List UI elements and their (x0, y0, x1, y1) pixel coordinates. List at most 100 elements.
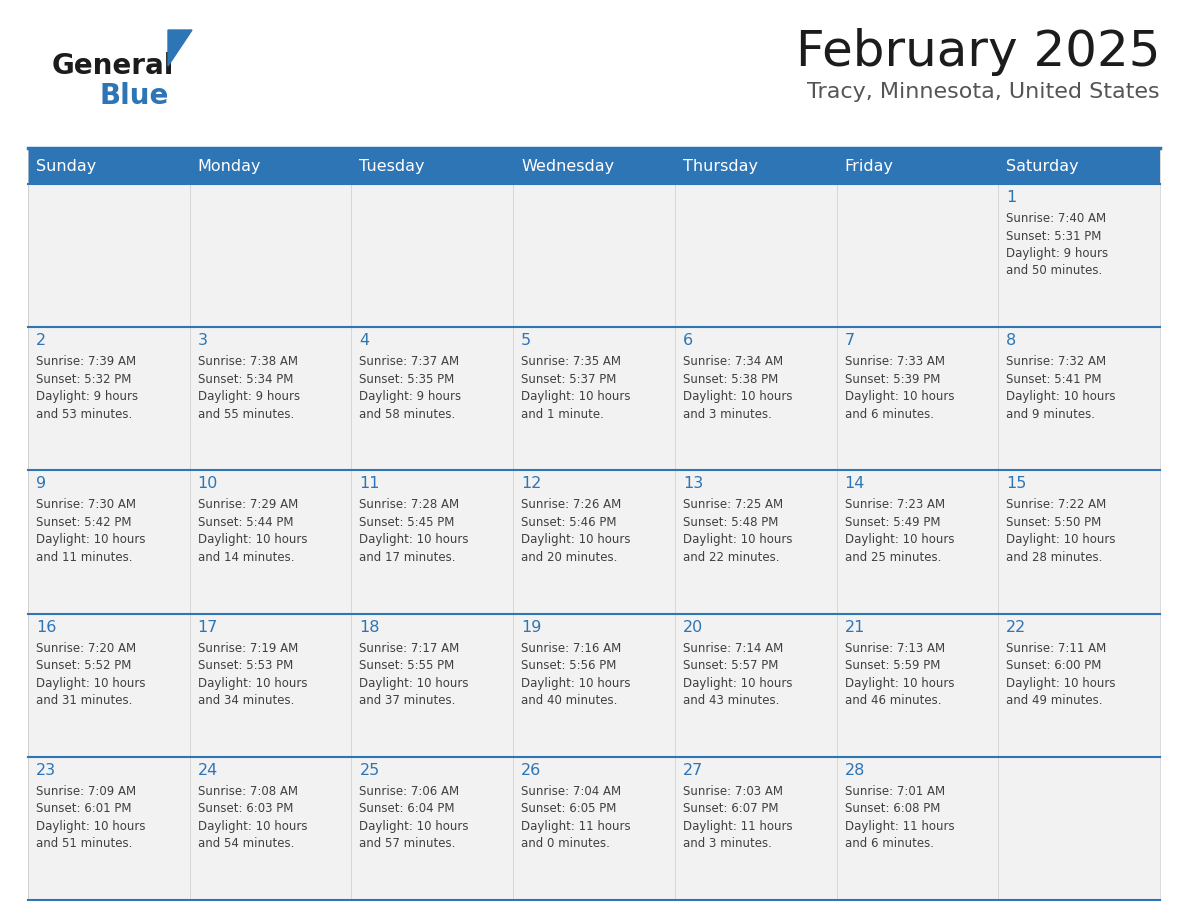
Text: 23: 23 (36, 763, 56, 778)
Text: 5: 5 (522, 333, 531, 348)
Bar (29, 470, 190, 613)
Text: Sunrise: 7:40 AM: Sunrise: 7:40 AM (1006, 212, 1106, 225)
Text: and 17 minutes.: and 17 minutes. (360, 551, 456, 564)
Text: and 3 minutes.: and 3 minutes. (683, 837, 772, 850)
Text: Sunset: 5:45 PM: Sunset: 5:45 PM (360, 516, 455, 529)
Bar (836, 756, 998, 900)
Text: Sunset: 6:00 PM: Sunset: 6:00 PM (1006, 659, 1101, 672)
Text: Sunset: 5:31 PM: Sunset: 5:31 PM (1006, 230, 1101, 242)
Bar (29, 613, 190, 756)
Bar (352, 148, 513, 184)
Text: Sunset: 5:44 PM: Sunset: 5:44 PM (197, 516, 293, 529)
Text: 19: 19 (522, 620, 542, 634)
Text: Daylight: 10 hours: Daylight: 10 hours (683, 533, 792, 546)
Bar (998, 184, 1159, 327)
Text: Sunrise: 7:29 AM: Sunrise: 7:29 AM (197, 498, 298, 511)
Text: 9: 9 (36, 476, 46, 491)
Bar (352, 470, 513, 613)
Text: Sunrise: 7:01 AM: Sunrise: 7:01 AM (845, 785, 944, 798)
Text: Sunrise: 7:30 AM: Sunrise: 7:30 AM (36, 498, 135, 511)
Text: Daylight: 10 hours: Daylight: 10 hours (360, 677, 469, 689)
Bar (352, 613, 513, 756)
Text: 18: 18 (360, 620, 380, 634)
Text: Sunrise: 7:20 AM: Sunrise: 7:20 AM (36, 642, 137, 655)
Text: Daylight: 9 hours: Daylight: 9 hours (360, 390, 462, 403)
Text: Sunrise: 7:22 AM: Sunrise: 7:22 AM (1006, 498, 1106, 511)
Text: Sunset: 6:03 PM: Sunset: 6:03 PM (197, 802, 293, 815)
Text: 4: 4 (360, 333, 369, 348)
Text: Daylight: 10 hours: Daylight: 10 hours (197, 820, 308, 833)
Text: Sunset: 5:57 PM: Sunset: 5:57 PM (683, 659, 778, 672)
Text: 25: 25 (360, 763, 380, 778)
Text: Daylight: 10 hours: Daylight: 10 hours (845, 677, 954, 689)
Text: and 58 minutes.: and 58 minutes. (360, 408, 456, 420)
Text: Sunset: 5:37 PM: Sunset: 5:37 PM (522, 373, 617, 386)
Text: Daylight: 10 hours: Daylight: 10 hours (845, 390, 954, 403)
Text: Sunrise: 7:09 AM: Sunrise: 7:09 AM (36, 785, 137, 798)
Text: Sunrise: 7:06 AM: Sunrise: 7:06 AM (360, 785, 460, 798)
Bar (190, 470, 352, 613)
Bar (998, 613, 1159, 756)
Text: Sunrise: 7:28 AM: Sunrise: 7:28 AM (360, 498, 460, 511)
Text: Blue: Blue (100, 82, 170, 110)
Text: Sunrise: 7:14 AM: Sunrise: 7:14 AM (683, 642, 783, 655)
Bar (836, 184, 998, 327)
Text: Daylight: 10 hours: Daylight: 10 hours (1006, 533, 1116, 546)
Bar (190, 148, 352, 184)
Text: Sunrise: 7:11 AM: Sunrise: 7:11 AM (1006, 642, 1106, 655)
Text: Sunrise: 7:16 AM: Sunrise: 7:16 AM (522, 642, 621, 655)
Text: and 11 minutes.: and 11 minutes. (36, 551, 133, 564)
Text: Sunrise: 7:26 AM: Sunrise: 7:26 AM (522, 498, 621, 511)
Text: Sunset: 5:55 PM: Sunset: 5:55 PM (360, 659, 455, 672)
Text: Sunset: 6:08 PM: Sunset: 6:08 PM (845, 802, 940, 815)
Text: 20: 20 (683, 620, 703, 634)
Text: and 25 minutes.: and 25 minutes. (845, 551, 941, 564)
Bar (675, 184, 836, 327)
Text: Sunrise: 7:35 AM: Sunrise: 7:35 AM (522, 355, 621, 368)
Text: 1: 1 (1006, 190, 1017, 205)
Text: Sunrise: 7:08 AM: Sunrise: 7:08 AM (197, 785, 298, 798)
Text: Daylight: 10 hours: Daylight: 10 hours (683, 677, 792, 689)
Bar (998, 756, 1159, 900)
Text: Daylight: 10 hours: Daylight: 10 hours (522, 533, 631, 546)
Bar (675, 613, 836, 756)
Bar (29, 184, 190, 327)
Text: Daylight: 10 hours: Daylight: 10 hours (197, 533, 308, 546)
Polygon shape (168, 30, 192, 66)
Text: and 22 minutes.: and 22 minutes. (683, 551, 779, 564)
Bar (513, 470, 675, 613)
Bar (836, 613, 998, 756)
Bar (190, 184, 352, 327)
Text: 15: 15 (1006, 476, 1026, 491)
Text: Sunrise: 7:32 AM: Sunrise: 7:32 AM (1006, 355, 1106, 368)
Text: Daylight: 10 hours: Daylight: 10 hours (36, 533, 145, 546)
Text: 12: 12 (522, 476, 542, 491)
Text: and 55 minutes.: and 55 minutes. (197, 408, 293, 420)
Text: Sunrise: 7:17 AM: Sunrise: 7:17 AM (360, 642, 460, 655)
Bar (190, 613, 352, 756)
Text: Saturday: Saturday (1006, 159, 1079, 174)
Bar (836, 148, 998, 184)
Text: Sunrise: 7:04 AM: Sunrise: 7:04 AM (522, 785, 621, 798)
Text: 3: 3 (197, 333, 208, 348)
Bar (675, 470, 836, 613)
Text: Sunset: 5:46 PM: Sunset: 5:46 PM (522, 516, 617, 529)
Text: and 14 minutes.: and 14 minutes. (197, 551, 295, 564)
Text: Monday: Monday (197, 159, 261, 174)
Text: Sunrise: 7:03 AM: Sunrise: 7:03 AM (683, 785, 783, 798)
Text: Daylight: 10 hours: Daylight: 10 hours (36, 677, 145, 689)
Text: Sunrise: 7:39 AM: Sunrise: 7:39 AM (36, 355, 137, 368)
Text: Daylight: 11 hours: Daylight: 11 hours (845, 820, 954, 833)
Text: Tracy, Minnesota, United States: Tracy, Minnesota, United States (808, 82, 1159, 102)
Text: and 46 minutes.: and 46 minutes. (845, 694, 941, 707)
Text: Sunset: 5:41 PM: Sunset: 5:41 PM (1006, 373, 1101, 386)
Bar (513, 756, 675, 900)
Text: Sunset: 5:48 PM: Sunset: 5:48 PM (683, 516, 778, 529)
Bar (190, 756, 352, 900)
Text: and 53 minutes.: and 53 minutes. (36, 408, 132, 420)
Text: and 1 minute.: and 1 minute. (522, 408, 604, 420)
Text: Sunset: 5:39 PM: Sunset: 5:39 PM (845, 373, 940, 386)
Text: Sunset: 5:42 PM: Sunset: 5:42 PM (36, 516, 132, 529)
Text: Sunset: 5:38 PM: Sunset: 5:38 PM (683, 373, 778, 386)
Text: 8: 8 (1006, 333, 1017, 348)
